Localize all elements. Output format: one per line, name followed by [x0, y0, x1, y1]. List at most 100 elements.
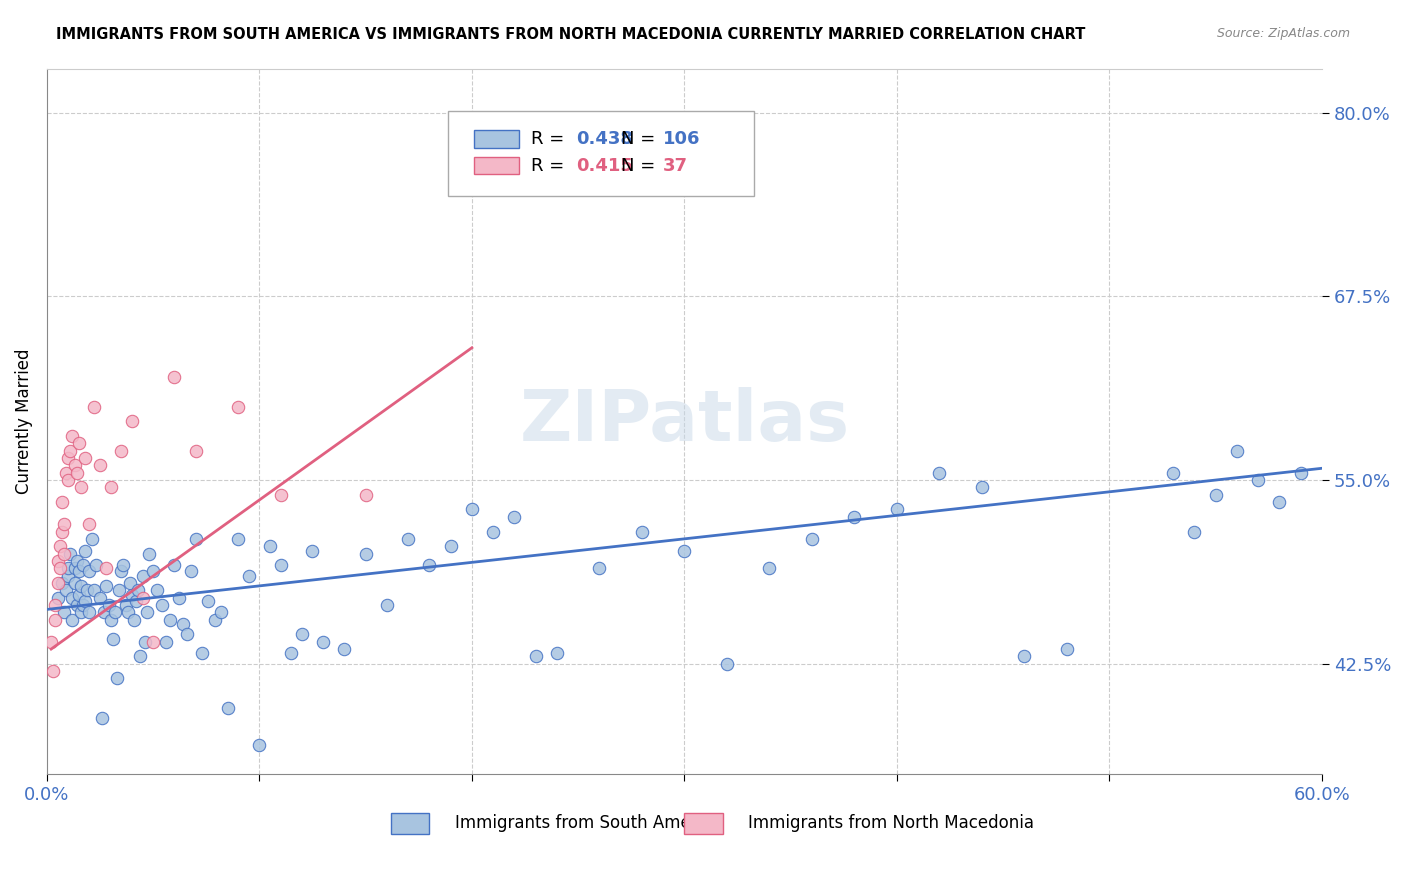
Point	[52, 605, 75, 619]
Point	[1014, 649, 1036, 664]
Point	[100, 613, 122, 627]
Point	[482, 524, 505, 539]
Point	[67, 436, 90, 450]
Point	[117, 605, 139, 619]
Point	[172, 617, 194, 632]
Point	[204, 613, 226, 627]
Point	[524, 649, 547, 664]
Point	[191, 647, 214, 661]
Point	[59, 547, 82, 561]
Point	[928, 466, 950, 480]
Point	[280, 647, 302, 661]
Point	[301, 543, 323, 558]
Point	[125, 593, 148, 607]
Point	[70, 480, 93, 494]
Point	[226, 532, 249, 546]
Point	[546, 647, 568, 661]
Point	[56, 561, 79, 575]
Point	[291, 627, 314, 641]
Point	[503, 509, 526, 524]
Point	[238, 568, 260, 582]
Point	[60, 591, 83, 605]
Point	[163, 558, 186, 573]
Point	[89, 458, 111, 473]
Point	[89, 591, 111, 605]
Text: 0.415: 0.415	[576, 157, 633, 175]
Text: 37: 37	[662, 157, 688, 175]
Point	[1161, 466, 1184, 480]
Point	[135, 605, 157, 619]
Point	[60, 429, 83, 443]
Point	[129, 649, 152, 664]
Point	[121, 414, 143, 428]
Point	[184, 532, 207, 546]
Point	[75, 543, 97, 558]
Point	[134, 634, 156, 648]
Point	[60, 613, 83, 627]
Text: N =: N =	[620, 157, 655, 175]
Point	[63, 561, 86, 575]
Point	[97, 598, 120, 612]
Point	[84, 558, 107, 573]
Point	[100, 480, 122, 494]
Point	[96, 579, 118, 593]
Text: Immigrants from South America: Immigrants from South America	[456, 814, 721, 832]
Point	[101, 632, 124, 646]
Point	[59, 443, 82, 458]
Point	[758, 561, 780, 575]
Point	[56, 473, 79, 487]
Point	[396, 532, 419, 546]
Point	[79, 564, 101, 578]
Point	[155, 634, 177, 648]
FancyBboxPatch shape	[391, 813, 429, 834]
Point	[127, 583, 149, 598]
Text: 0.438: 0.438	[576, 130, 633, 148]
Point	[167, 591, 190, 605]
Point	[93, 605, 115, 619]
Point	[66, 466, 89, 480]
Point	[131, 568, 153, 582]
Point	[79, 605, 101, 619]
FancyBboxPatch shape	[474, 157, 519, 174]
Point	[70, 605, 93, 619]
Point	[131, 591, 153, 605]
Point	[72, 558, 94, 573]
Point	[83, 583, 105, 598]
Point	[439, 539, 461, 553]
Point	[55, 583, 77, 598]
Point	[76, 583, 98, 598]
Point	[800, 532, 823, 546]
Text: N =: N =	[620, 130, 655, 148]
Point	[83, 400, 105, 414]
Point	[105, 672, 128, 686]
Point	[150, 598, 173, 612]
Point	[122, 613, 145, 627]
FancyBboxPatch shape	[474, 130, 519, 147]
Point	[1182, 524, 1205, 539]
Point	[52, 517, 75, 532]
Point	[184, 443, 207, 458]
Point	[121, 588, 143, 602]
Point	[226, 400, 249, 414]
Point	[96, 561, 118, 575]
Point	[39, 634, 62, 648]
Point	[163, 370, 186, 384]
Text: Immigrants from North Macedonia: Immigrants from North Macedonia	[748, 814, 1033, 832]
Point	[46, 554, 69, 568]
Point	[259, 539, 281, 553]
Point	[66, 554, 89, 568]
FancyBboxPatch shape	[685, 813, 723, 834]
Point	[110, 443, 132, 458]
Point	[1268, 495, 1291, 509]
Point	[176, 627, 198, 641]
Point	[67, 564, 90, 578]
Y-axis label: Currently Married: Currently Married	[15, 349, 32, 494]
Point	[159, 613, 181, 627]
Point	[270, 558, 292, 573]
Point	[80, 532, 103, 546]
Point	[1247, 473, 1270, 487]
Point	[673, 543, 696, 558]
Point	[75, 450, 97, 465]
Point	[44, 598, 66, 612]
Point	[66, 598, 89, 612]
